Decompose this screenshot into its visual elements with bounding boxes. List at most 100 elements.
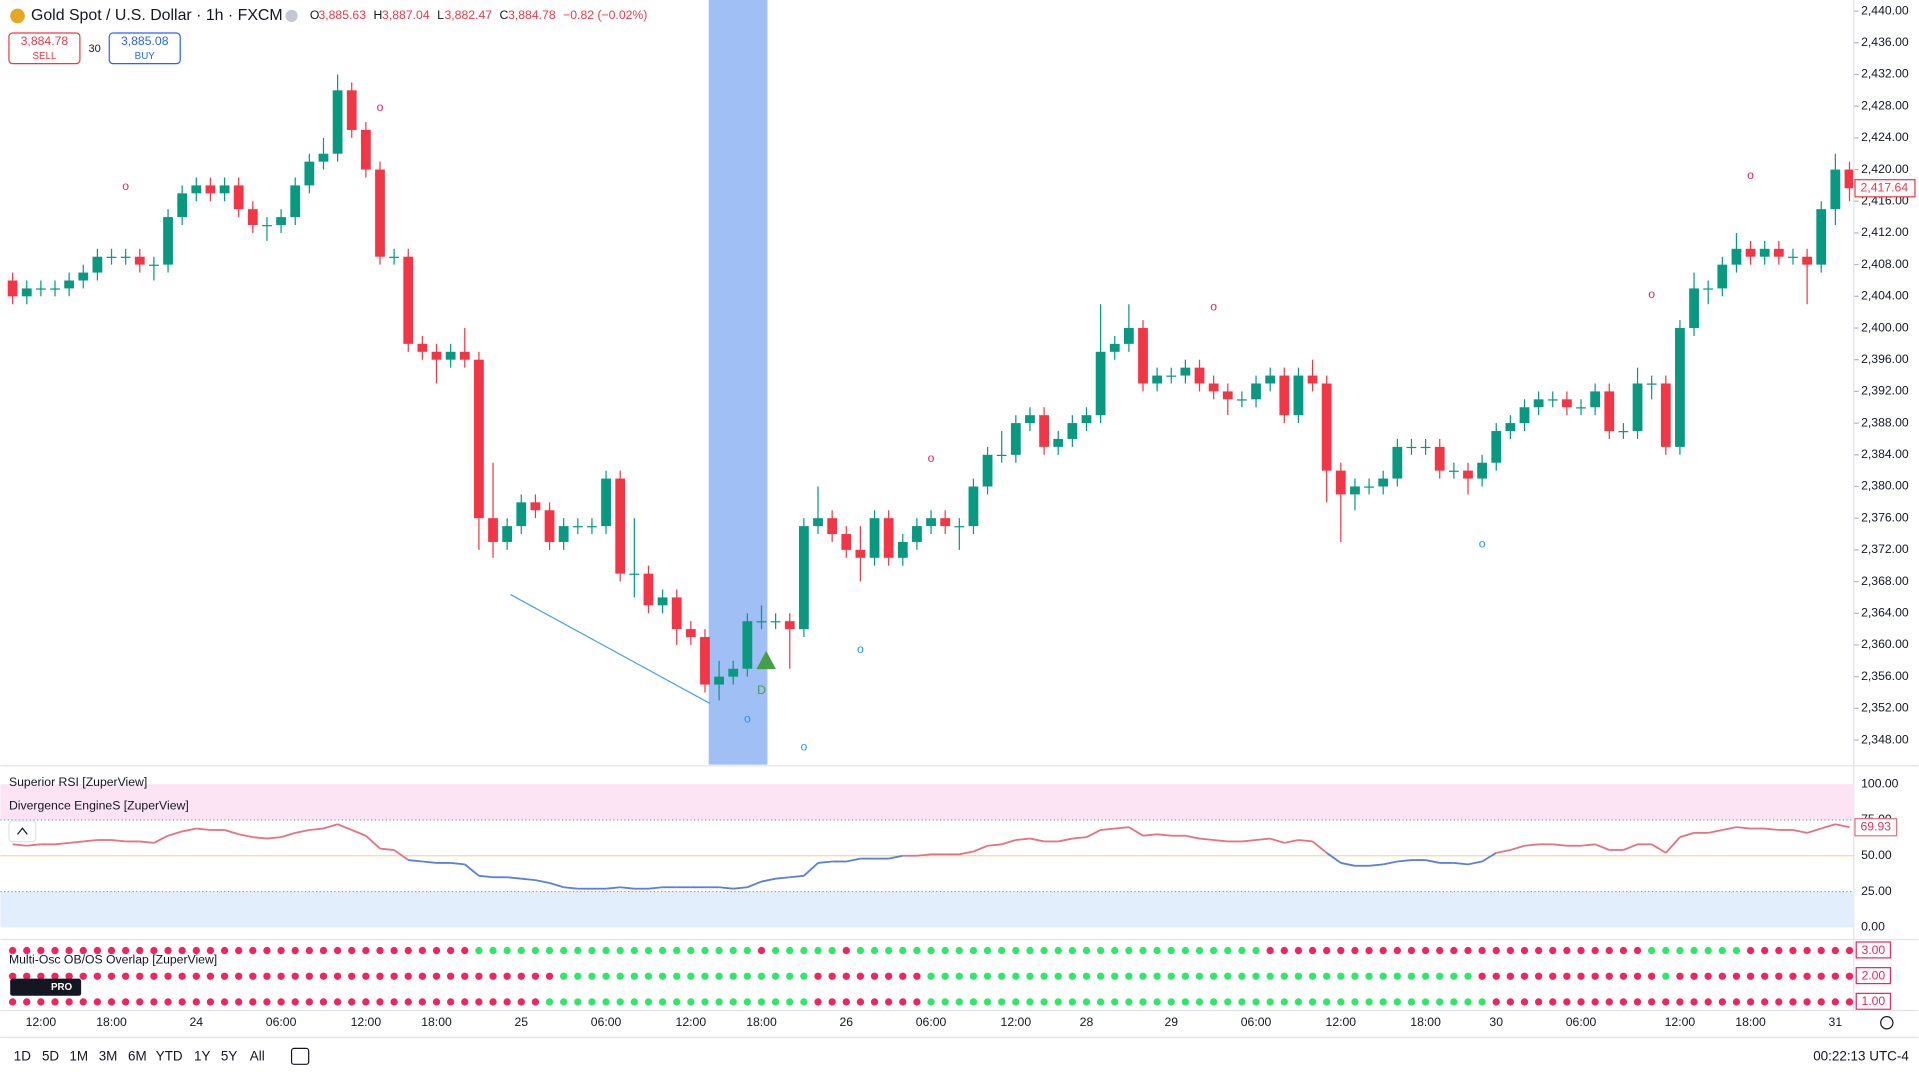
signal-dot <box>1125 946 1133 955</box>
signal-dot <box>1082 946 1091 955</box>
price-pane: 2,348.00 2,352.00 2,356.00 2,360.00 2,364.00… <box>7 3 1916 753</box>
rsi-segment <box>1311 840 1328 854</box>
signal-dot <box>1238 998 1246 1006</box>
signal-dot <box>263 946 271 955</box>
rsi-segment <box>916 853 932 857</box>
range-button[interactable]: 1M <box>69 1049 88 1064</box>
range-button[interactable]: All <box>250 1049 265 1064</box>
signal-dot <box>107 972 116 980</box>
rsi-segment <box>1213 839 1228 843</box>
candle-body <box>587 526 597 528</box>
rsi-segment <box>111 839 126 843</box>
signal-dot <box>1111 998 1119 1006</box>
signal-dot <box>220 972 229 980</box>
signal-dot <box>1209 946 1218 955</box>
collapse-button[interactable] <box>8 820 37 843</box>
x-tick-label: 18:00 <box>96 1015 127 1029</box>
signal-dot <box>927 946 935 955</box>
candle-body <box>149 264 159 266</box>
signal-dot <box>969 998 978 1006</box>
candle-body <box>926 518 936 527</box>
candle-body <box>35 288 46 290</box>
rsi-segment <box>535 879 550 884</box>
signal-dot <box>51 972 59 980</box>
sell-button[interactable] <box>8 32 81 65</box>
buy-label: BUY <box>135 51 156 62</box>
range-button[interactable]: 1D <box>14 1049 31 1064</box>
y-tick-label: 2,420.00 <box>1861 162 1909 176</box>
range-button[interactable]: 5Y <box>221 1049 237 1064</box>
signal-dot <box>743 998 752 1006</box>
signal-dot <box>461 998 469 1006</box>
range-button[interactable]: 3M <box>99 1049 118 1064</box>
candle-body <box>106 256 117 258</box>
signal-dot <box>1238 946 1246 955</box>
signal-dot <box>348 946 356 955</box>
buy-button[interactable] <box>108 32 181 65</box>
signal-dot <box>757 998 766 1006</box>
signal-dot <box>136 972 144 980</box>
signal-dot <box>291 972 299 980</box>
signal-dot <box>1224 972 1232 980</box>
signal-dot <box>1619 972 1628 980</box>
signal-dot <box>1209 998 1218 1006</box>
signal-dot <box>1139 946 1147 955</box>
buy-price: 3,885.08 <box>121 34 169 48</box>
signal-dot <box>786 946 794 955</box>
candle-body <box>897 541 908 558</box>
signal-dot <box>390 946 398 955</box>
signal-dot <box>630 998 639 1006</box>
signal-dot <box>955 998 963 1006</box>
rsi-segment <box>266 836 282 840</box>
signal-dot <box>1125 998 1133 1006</box>
eye-icon[interactable] <box>285 9 298 23</box>
signal-dot <box>884 946 893 955</box>
rsi-segment <box>563 886 578 890</box>
candle-body <box>615 478 626 574</box>
signal-dot <box>1690 946 1698 955</box>
candle-body <box>403 256 414 344</box>
symbol-title: Gold Spot / U.S. Dollar · 1h · FXCM <box>31 7 283 24</box>
signal-dot <box>489 946 497 955</box>
candle-body <box>1533 399 1544 408</box>
range-button[interactable]: 5D <box>42 1049 59 1064</box>
range-button[interactable]: 6M <box>128 1049 147 1064</box>
signal-dot <box>1421 972 1430 980</box>
signal-dot <box>574 998 582 1006</box>
range-button[interactable]: YTD <box>156 1049 183 1064</box>
back-layer <box>708 0 768 765</box>
calendar-icon[interactable] <box>290 1047 310 1065</box>
signal-dot <box>1012 998 1020 1006</box>
x-tick-label: 12:00 <box>1001 1015 1032 1029</box>
signal-dot <box>913 972 921 980</box>
candle-body <box>1562 399 1572 408</box>
signal-dot <box>1421 946 1430 955</box>
sell-price: 3,884.78 <box>21 34 69 48</box>
signal-dot <box>348 998 356 1006</box>
settings-icon[interactable] <box>1880 1015 1894 1030</box>
signal-dot <box>1619 998 1628 1006</box>
y-tick-label: 2,372.00 <box>1861 542 1909 556</box>
signal-dot <box>856 946 865 955</box>
candle-body <box>1081 415 1092 424</box>
rsi-segment <box>1269 837 1285 844</box>
range-button[interactable]: 1Y <box>194 1049 210 1064</box>
signal-dot <box>1478 972 1486 980</box>
signal-dot <box>1323 998 1331 1006</box>
signal-dot <box>1761 946 1769 955</box>
candle-body <box>459 351 470 360</box>
signal-dot <box>1365 998 1373 1006</box>
signal-dot <box>687 998 695 1006</box>
candle-body <box>1788 256 1798 258</box>
signal-dot <box>390 972 398 980</box>
signal-dot <box>1323 972 1331 980</box>
signal-dot <box>1775 946 1783 955</box>
signal-dot <box>1803 998 1811 1006</box>
signal-dot <box>757 972 766 980</box>
signal-dot <box>1817 998 1825 1006</box>
signal-dot <box>1026 946 1034 955</box>
signal-dot <box>1379 972 1387 980</box>
candle-body <box>1717 264 1728 289</box>
y-tick-label: 2,384.00 <box>1861 447 1909 461</box>
rsi-segment <box>309 827 324 831</box>
